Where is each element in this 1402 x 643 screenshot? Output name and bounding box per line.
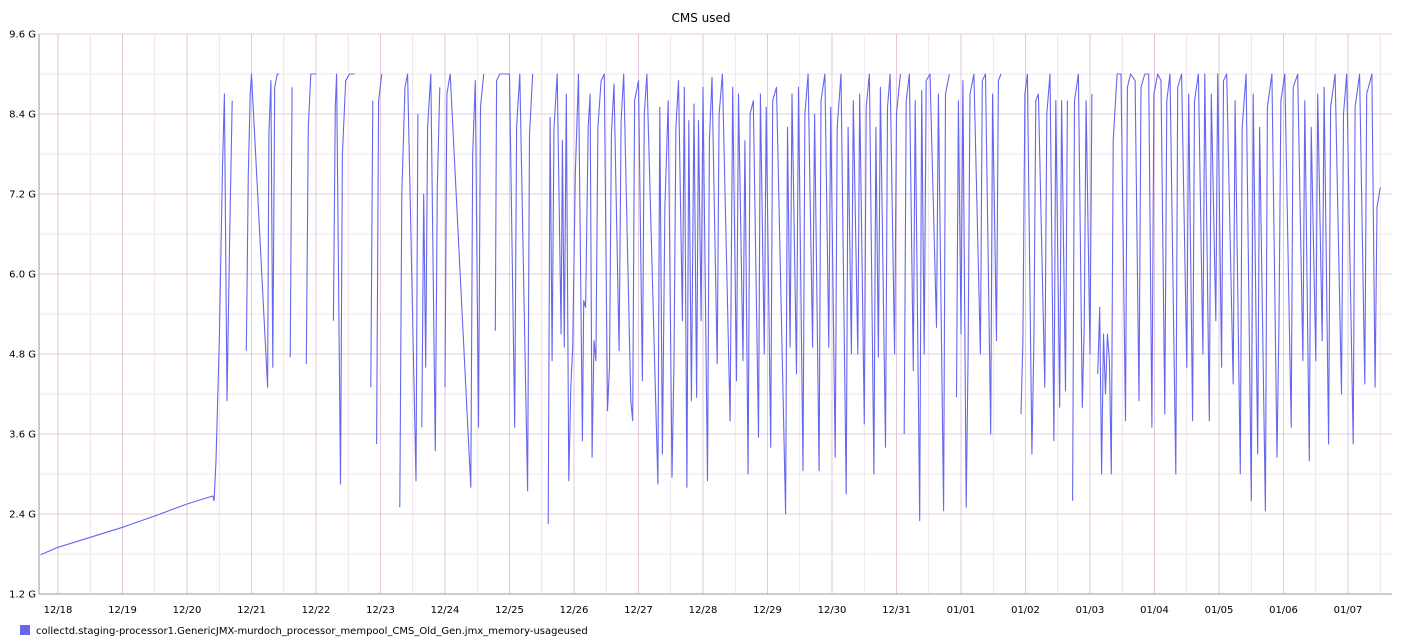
x-tick-label: 01/05 [1205, 605, 1234, 616]
series-line-segment [955, 73, 1002, 508]
x-tick-label: 01/01 [947, 605, 976, 616]
series-line-segment [1020, 73, 1068, 455]
legend-swatch [20, 625, 30, 635]
axes: 1.2 G 2.4 G 3.6 G 4.8 G 6.0 G 7.2 G 8.4 G 9.6 G… [9, 30, 1392, 616]
series-line-segment [547, 73, 901, 525]
chart-title: CMS used [671, 11, 730, 25]
series-line-segment [444, 73, 485, 488]
y-tick-label: 7.2 G [9, 190, 36, 201]
series-line-segment [370, 100, 374, 388]
series-line-segment [1097, 73, 1381, 512]
x-tick-label: 12/19 [108, 605, 137, 616]
x-tick-label: 12/25 [495, 605, 524, 616]
legend: collectd.staging-processor1.GenericJMX-m… [20, 625, 588, 637]
x-tick-label: 01/03 [1076, 605, 1105, 616]
series-line-segment [376, 73, 383, 445]
x-tick-label: 12/29 [753, 605, 782, 616]
series-line-segment [40, 93, 233, 556]
series-line-segment [421, 73, 441, 452]
series-line-segment [305, 73, 316, 365]
legend-label: collectd.staging-processor1.GenericJMX-m… [36, 626, 588, 637]
x-tick-label: 12/31 [882, 605, 911, 616]
x-tick-label: 12/20 [173, 605, 202, 616]
x-tick-label: 12/26 [560, 605, 589, 616]
y-tick-label: 8.4 G [9, 110, 36, 121]
x-tick-label: 12/24 [431, 605, 460, 616]
x-tick-label: 12/27 [624, 605, 653, 616]
x-tick-label: 01/06 [1269, 605, 1298, 616]
plot-area [40, 73, 1381, 556]
x-tick-label: 12/23 [366, 605, 395, 616]
series-line-segment [399, 73, 419, 508]
series-line-segment [245, 73, 280, 388]
x-tick-label: 12/22 [302, 605, 331, 616]
series-line-segment [1072, 73, 1093, 501]
x-tick-label: 01/07 [1334, 605, 1363, 616]
x-tick-label: 12/30 [818, 605, 847, 616]
y-tick-label: 4.8 G [9, 350, 36, 361]
series-line-segment [903, 73, 950, 522]
series-line-segment [332, 73, 355, 485]
x-tick-label: 01/04 [1140, 605, 1169, 616]
series-line-segment [289, 87, 293, 358]
x-tick-label: 01/02 [1011, 605, 1040, 616]
series-line-segment [494, 73, 534, 492]
x-tick-label: 12/18 [44, 605, 73, 616]
y-tick-label: 2.4 G [9, 510, 36, 521]
x-tick-label: 12/28 [689, 605, 718, 616]
y-tick-label: 6.0 G [9, 270, 36, 281]
y-tick-label: 3.6 G [9, 430, 36, 441]
x-tick-label: 12/21 [237, 605, 266, 616]
y-tick-label: 1.2 G [9, 590, 36, 601]
y-tick-label: 9.6 G [9, 30, 36, 41]
